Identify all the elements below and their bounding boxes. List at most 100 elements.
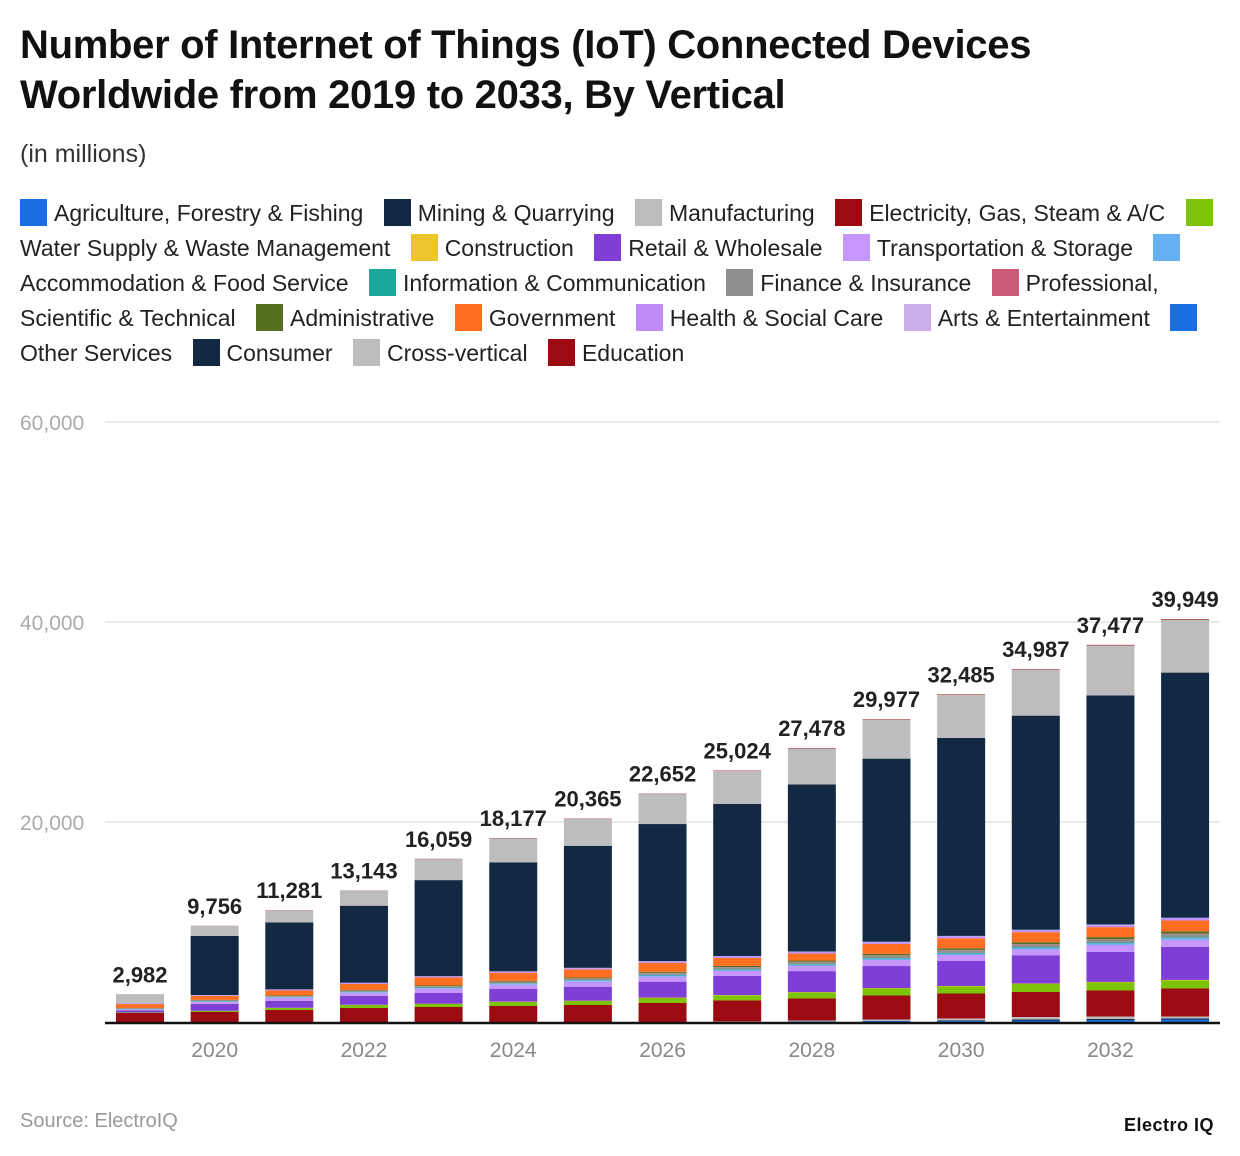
bar-segment [190, 926, 239, 936]
bar-segment [1011, 1019, 1060, 1021]
bar-segment [713, 969, 762, 970]
bar-segment [1011, 1020, 1060, 1022]
legend-item[interactable]: Transportation & Storage [842, 234, 1133, 261]
bar-segment [563, 980, 612, 982]
legend-item[interactable]: Agriculture, Forestry & Fishing [20, 199, 363, 226]
total-label: 16,059 [405, 827, 472, 852]
legend-label: Education [581, 340, 685, 366]
bar-segment [339, 990, 388, 992]
bar-segment [116, 1013, 164, 1022]
legend-label: Finance & Insurance [760, 270, 972, 296]
legend-item[interactable]: Professional, Scientific & Technical [20, 269, 1159, 331]
bar-segment [1011, 992, 1060, 1017]
bar-segment [1161, 934, 1210, 938]
bar-segment [1161, 979, 1210, 981]
bar-segment [713, 969, 762, 971]
total-label: 27,478 [778, 716, 845, 741]
bar-segment [414, 1007, 463, 1022]
bar-segment [937, 986, 986, 994]
bar-segment [787, 971, 836, 993]
legend-item[interactable]: Retail & Wholesale [594, 234, 823, 261]
legend-swatch [835, 199, 863, 226]
legend-label: Retail & Wholesale [628, 235, 823, 261]
bar-segment [563, 969, 612, 978]
bar-segment [862, 960, 911, 967]
x-tick-label: 2030 [938, 1039, 985, 1062]
legend-label: Other Services [20, 340, 173, 366]
legend-item[interactable]: Consumer [192, 339, 333, 366]
legend-item[interactable]: Accommodation & Food Service [20, 234, 1187, 296]
total-label: 39,949 [1151, 587, 1218, 612]
legend-item[interactable]: Electricity, Gas, Steam & A/C [835, 199, 1165, 226]
legend-swatch [20, 199, 47, 226]
bar-segment [414, 985, 463, 987]
bar-segment [713, 995, 762, 1001]
y-tick-label: 60,000 [20, 412, 84, 435]
bar-segment [1161, 980, 1210, 989]
bar-segment [190, 1001, 239, 1004]
legend-item[interactable]: Cross-vertical [353, 339, 528, 366]
bar-segment [489, 988, 538, 1002]
legend-label: Administrative [290, 305, 435, 331]
legend-item[interactable]: Other Services [20, 304, 1204, 366]
bar-segment [489, 983, 538, 985]
bar-segment [1011, 944, 1060, 948]
bar-segment [414, 987, 463, 989]
bar-segment [787, 964, 836, 965]
bar-segment [713, 803, 762, 956]
x-tick-label: 2020 [191, 1039, 238, 1062]
bar-segment [414, 1004, 463, 1007]
bar-segment [563, 1001, 612, 1005]
legend-item[interactable]: Finance & Insurance [726, 269, 972, 296]
bar-segment [787, 998, 836, 1021]
bar-segment [1086, 944, 1135, 952]
bar-segment [1086, 1019, 1135, 1020]
legend-item[interactable]: Government [454, 304, 615, 331]
bar-segment [937, 737, 986, 936]
legend-item[interactable]: Water Supply & Waste Management [20, 199, 1220, 261]
bar-segment [787, 992, 836, 999]
legend-item[interactable]: Health & Social Care [635, 304, 883, 331]
bar-segment [1086, 982, 1135, 991]
bar-segment [1011, 715, 1060, 930]
legend-item[interactable]: Arts & Entertainment [903, 304, 1150, 331]
bar-segment [937, 1018, 986, 1021]
legend-swatch [991, 269, 1019, 296]
bar-segment [787, 966, 836, 972]
bar-segment [190, 1012, 239, 1022]
legend-swatch [256, 304, 284, 331]
bar-segment [1161, 931, 1210, 934]
bar-segment [1086, 644, 1135, 646]
bar-segment [713, 770, 762, 804]
bar-segment [265, 922, 314, 990]
bar-segment [638, 971, 687, 973]
legend-swatch [192, 339, 220, 366]
legend-item[interactable]: Administrative [256, 304, 435, 331]
legend-item[interactable]: Information & Communication [368, 269, 706, 296]
bar-segment [1161, 988, 1210, 1017]
legend-item[interactable]: Education [547, 339, 685, 366]
bar-segment [862, 943, 911, 954]
total-label: 13,143 [330, 859, 397, 884]
legend-item[interactable]: Mining & Quarrying [383, 199, 615, 226]
bar-segment [563, 977, 612, 979]
y-tick-label: 20,000 [20, 812, 84, 835]
bar-segment [414, 859, 463, 881]
brand-logo: Electro IQ [1123, 1115, 1214, 1135]
bar-segment [1161, 946, 1210, 980]
bar-segment [1011, 984, 1060, 992]
legend-item[interactable]: Construction [410, 234, 574, 261]
total-label: 9,756 [187, 894, 242, 919]
legend-swatch [383, 199, 411, 226]
legend-swatch [368, 269, 396, 296]
legend-swatch [726, 269, 754, 296]
total-label: 22,652 [629, 762, 696, 787]
legend-item[interactable]: Manufacturing [634, 199, 815, 226]
legend-swatch [353, 339, 380, 366]
bar-segment [862, 942, 911, 944]
bar-segment [414, 988, 463, 993]
bar-segment [339, 1005, 388, 1008]
bar-segment [265, 989, 314, 991]
bar-segment [489, 1002, 538, 1006]
bar-segment [414, 976, 463, 978]
